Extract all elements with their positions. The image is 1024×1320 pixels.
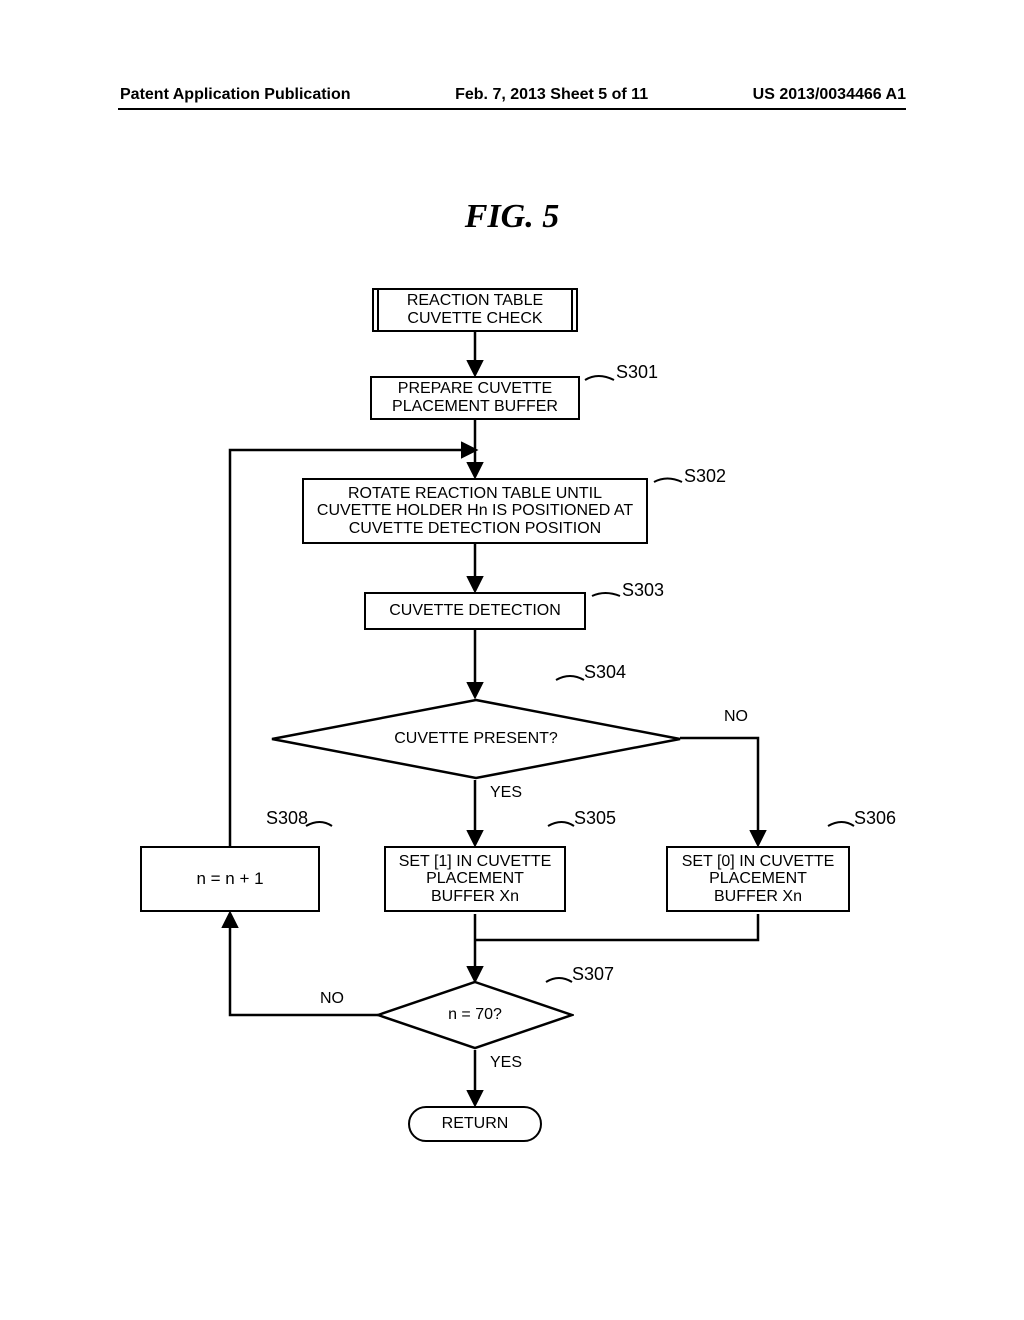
s305-text: SET [1] IN CUVETTE PLACEMENT BUFFER Xn <box>399 853 552 906</box>
s302-label: S302 <box>684 466 726 487</box>
header-center: Feb. 7, 2013 Sheet 5 of 11 <box>455 86 648 104</box>
header-right: US 2013/0034466 A1 <box>753 86 906 104</box>
s303-text: CUVETTE DETECTION <box>389 602 561 620</box>
start-terminator: REACTION TABLE CUVETTE CHECK <box>372 288 578 332</box>
s303-box: CUVETTE DETECTION <box>364 592 586 630</box>
s307-no: NO <box>320 990 344 1008</box>
flowchart-diagram: REACTION TABLE CUVETTE CHECK PREPARE CUV… <box>0 280 1024 1260</box>
s307-yes: YES <box>490 1054 522 1072</box>
figure-title: FIG. 5 <box>0 198 1024 236</box>
s304-yes: YES <box>490 784 522 802</box>
s305-box: SET [1] IN CUVETTE PLACEMENT BUFFER Xn <box>384 846 566 912</box>
start-text: REACTION TABLE CUVETTE CHECK <box>407 292 543 327</box>
s306-label: S306 <box>854 808 896 829</box>
s307-text: n = 70? <box>448 1006 502 1024</box>
s308-text: n = n + 1 <box>196 870 263 889</box>
s303-label: S303 <box>622 580 664 601</box>
s306-text: SET [0] IN CUVETTE PLACEMENT BUFFER Xn <box>682 853 835 906</box>
s308-label: S308 <box>266 808 308 829</box>
header-left: Patent Application Publication <box>120 86 351 104</box>
s305-label: S305 <box>574 808 616 829</box>
s307-label: S307 <box>572 964 614 985</box>
s301-label: S301 <box>616 362 658 383</box>
s308-box: n = n + 1 <box>140 846 320 912</box>
return-terminator: RETURN <box>408 1106 542 1142</box>
header-divider <box>118 108 906 110</box>
return-text: RETURN <box>442 1115 509 1133</box>
s304-label: S304 <box>584 662 626 683</box>
s307-diamond: n = 70? <box>376 980 574 1050</box>
s302-text: ROTATE REACTION TABLE UNTIL CUVETTE HOLD… <box>317 485 633 538</box>
s306-box: SET [0] IN CUVETTE PLACEMENT BUFFER Xn <box>666 846 850 912</box>
s304-text: CUVETTE PRESENT? <box>394 730 558 748</box>
s304-diamond: CUVETTE PRESENT? <box>270 698 682 780</box>
s301-text: PREPARE CUVETTE PLACEMENT BUFFER <box>392 380 558 415</box>
s301-box: PREPARE CUVETTE PLACEMENT BUFFER <box>370 376 580 420</box>
s304-no: NO <box>724 708 748 726</box>
s302-box: ROTATE REACTION TABLE UNTIL CUVETTE HOLD… <box>302 478 648 544</box>
